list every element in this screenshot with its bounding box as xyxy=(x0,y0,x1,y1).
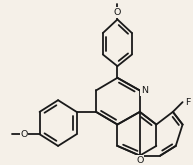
Text: O: O xyxy=(136,156,143,165)
Text: O: O xyxy=(114,8,121,17)
Text: N: N xyxy=(141,86,148,95)
Text: O: O xyxy=(20,130,28,139)
Text: F: F xyxy=(185,98,190,107)
